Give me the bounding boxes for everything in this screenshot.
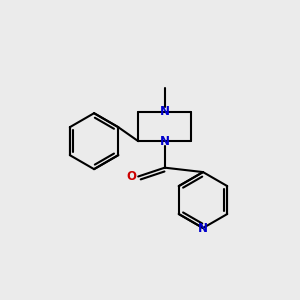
Text: N: N [160,135,170,148]
Text: O: O [127,170,137,183]
Text: N: N [160,105,170,118]
Text: N: N [198,221,208,235]
